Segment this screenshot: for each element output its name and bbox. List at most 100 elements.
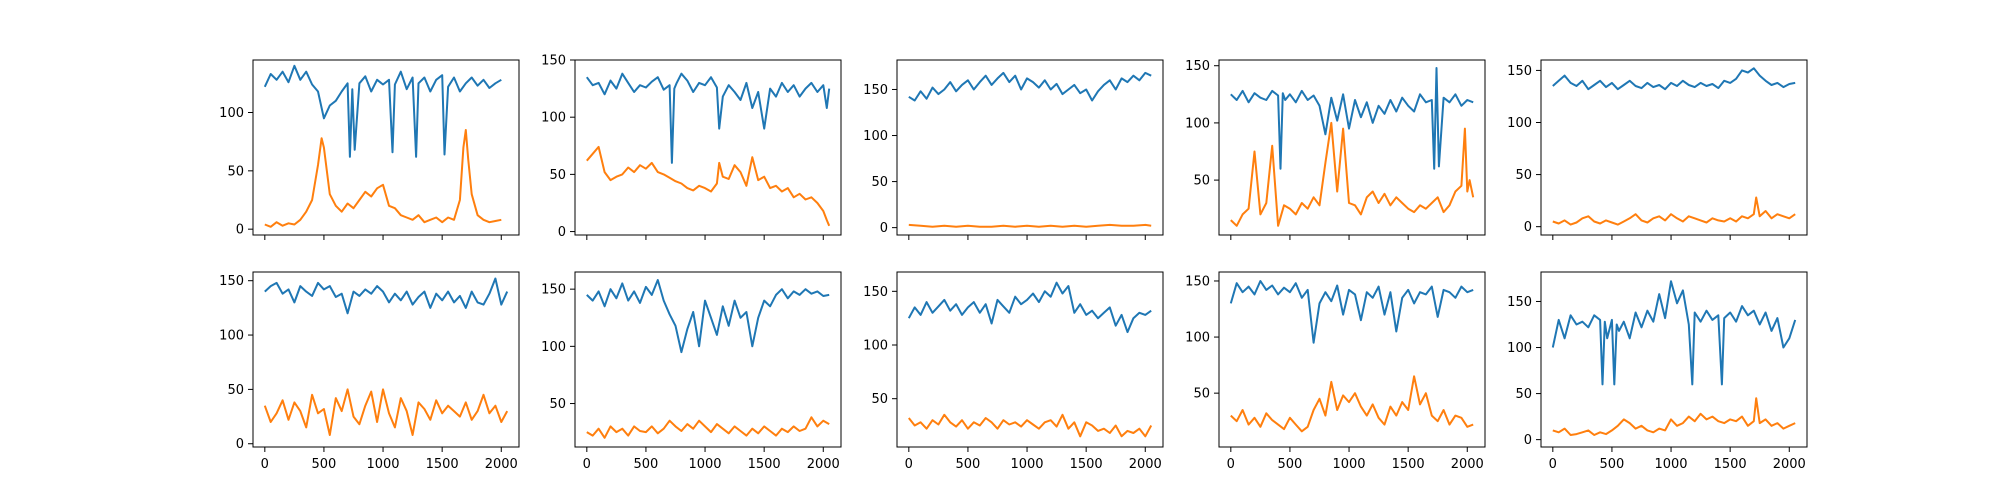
y-tick-label: 0 — [1524, 220, 1532, 235]
y-tick-label: 100 — [541, 111, 566, 126]
y-tick-label: 0 — [236, 437, 244, 452]
axes-frame — [252, 59, 520, 236]
x-tick-label: 1500 — [748, 457, 781, 472]
x-tick-label: 1000 — [1332, 457, 1365, 472]
x-tick-label: 1000 — [688, 457, 721, 472]
series-1-line — [907, 281, 1152, 334]
series-1-line — [1229, 280, 1474, 344]
axes-frame — [1218, 271, 1486, 448]
series-1-line — [264, 277, 509, 315]
y-tick-label: 100 — [219, 106, 244, 121]
x-tick-label: 0 — [1227, 457, 1235, 472]
y-tick-label: 100 — [1185, 331, 1210, 346]
x-tick-label: 500 — [634, 457, 659, 472]
series-2-line — [908, 413, 1153, 438]
x-tick-label: 2000 — [1129, 457, 1162, 472]
y-tick-label: 150 — [1507, 64, 1532, 79]
series-1-line — [586, 279, 830, 354]
x-tick-label: 2000 — [807, 457, 840, 472]
y-tick-label: 100 — [863, 129, 888, 144]
x-tick-label: 1000 — [1654, 457, 1687, 472]
axes-frame — [896, 271, 1164, 448]
x-tick-label: 0 — [905, 457, 913, 472]
y-tick-label: 50 — [549, 168, 566, 183]
y-tick-label: 50 — [1515, 387, 1532, 402]
y-tick-label: 50 — [871, 175, 888, 190]
series-2-line — [264, 129, 502, 228]
x-tick-label: 0 — [1549, 457, 1557, 472]
y-tick-label: 50 — [1193, 174, 1210, 189]
y-tick-label: 150 — [541, 54, 566, 69]
y-tick-label: 150 — [1507, 295, 1532, 310]
axes-frame — [252, 271, 520, 448]
x-tick-label: 1500 — [1070, 457, 1103, 472]
x-tick-label: 2000 — [1451, 457, 1484, 472]
series-2-line — [908, 223, 1152, 228]
axes-frame — [1540, 59, 1808, 236]
subplot-1: 0 50 100 — [219, 59, 520, 240]
x-tick-label: 2000 — [1773, 457, 1806, 472]
x-tick-label: 500 — [1278, 457, 1303, 472]
series-1-line — [1551, 280, 1797, 386]
series-1-line — [263, 64, 502, 158]
series-2-line — [586, 416, 830, 439]
y-tick-label: 150 — [1185, 274, 1210, 289]
series-1-line — [585, 72, 831, 164]
y-tick-label: 150 — [863, 285, 888, 300]
y-tick-label: 100 — [541, 340, 566, 355]
series-1-line — [1552, 67, 1796, 91]
x-tick-label: 1500 — [1714, 457, 1747, 472]
series-2-line — [1552, 196, 1796, 226]
y-tick-label: 150 — [1185, 59, 1210, 74]
y-tick-label: 0 — [558, 225, 566, 240]
y-tick-label: 50 — [871, 392, 888, 407]
axes-frame — [574, 271, 842, 448]
y-tick-label: 100 — [1185, 116, 1210, 131]
axes-frame — [574, 59, 842, 236]
y-tick-label: 100 — [1507, 341, 1532, 356]
y-tick-label: 150 — [541, 283, 566, 298]
x-tick-label: 500 — [1600, 457, 1625, 472]
x-tick-label: 2000 — [485, 457, 518, 472]
subplot-5: 0 50 100 150 — [1507, 59, 1808, 240]
subplot-4: 50 100 150 — [1185, 59, 1486, 240]
x-tick-label: 500 — [956, 457, 981, 472]
y-tick-label: 50 — [1515, 168, 1532, 183]
series-1-line — [1230, 67, 1474, 170]
axes-frame — [1218, 59, 1486, 236]
y-tick-label: 150 — [863, 83, 888, 98]
y-tick-label: 50 — [549, 397, 566, 412]
y-tick-label: 0 — [1524, 433, 1532, 448]
y-tick-label: 50 — [227, 164, 244, 179]
y-tick-label: 100 — [219, 329, 244, 344]
x-tick-label: 1500 — [1392, 457, 1425, 472]
y-tick-label: 100 — [1507, 116, 1532, 131]
series-2-line — [586, 145, 831, 227]
series-2-line — [1230, 375, 1474, 433]
axes-frame — [896, 59, 1164, 236]
y-tick-label: 100 — [863, 339, 888, 354]
y-tick-label: 0 — [236, 223, 244, 238]
y-tick-label: 0 — [880, 221, 888, 236]
x-tick-label: 500 — [312, 457, 337, 472]
series-2-line — [1230, 121, 1475, 227]
axes-frame — [1540, 271, 1808, 448]
x-tick-label: 0 — [261, 457, 269, 472]
x-tick-label: 1000 — [1010, 457, 1043, 472]
x-tick-label: 1000 — [366, 457, 399, 472]
x-tick-label: 1500 — [426, 457, 459, 472]
x-tick-label: 0 — [583, 457, 591, 472]
series-2-line — [1552, 397, 1796, 436]
subplot-2: 0 50 100 150 — [541, 54, 842, 240]
series-1-line — [908, 71, 1152, 102]
series-2-line — [263, 388, 509, 436]
subplot-3: 0 50 100 150 — [863, 59, 1164, 240]
y-tick-label: 150 — [219, 274, 244, 289]
y-tick-label: 50 — [1193, 387, 1210, 402]
